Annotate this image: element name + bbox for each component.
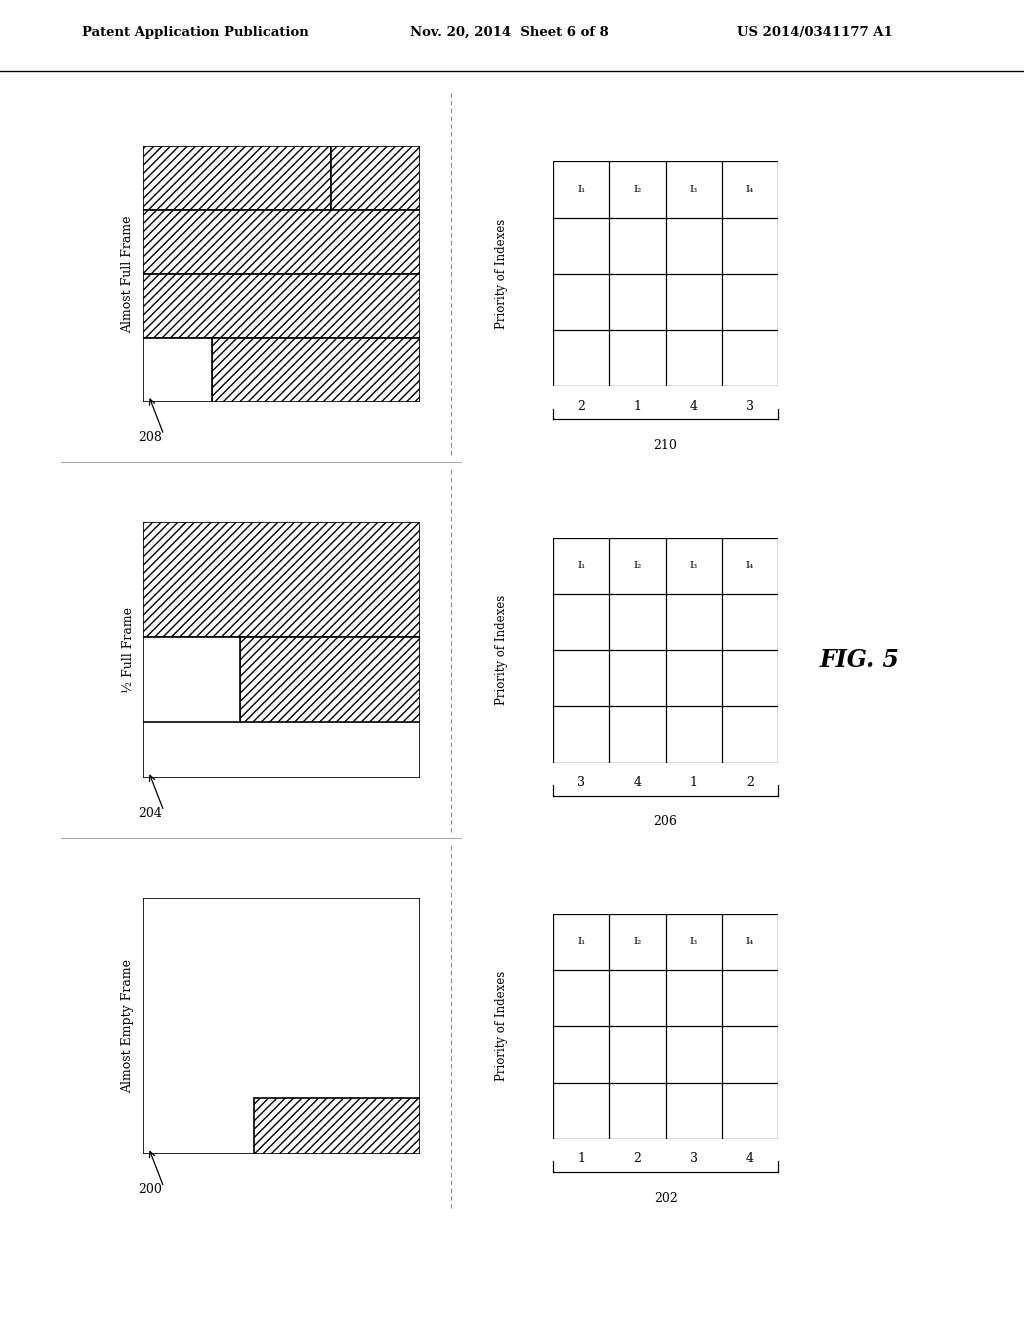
Text: I₃: I₃	[690, 937, 697, 946]
Text: 202: 202	[653, 1192, 678, 1205]
Text: I₂: I₂	[633, 561, 642, 570]
Text: Priority of Indexes: Priority of Indexes	[496, 595, 508, 705]
Bar	[143, 275, 420, 338]
Text: 3: 3	[578, 776, 585, 789]
Text: Almost Full Frame: Almost Full Frame	[122, 215, 134, 333]
Bar	[143, 338, 213, 401]
Bar	[240, 638, 420, 722]
Text: I₂: I₂	[633, 185, 642, 194]
Bar	[143, 210, 420, 275]
Text: ½ Full Frame: ½ Full Frame	[122, 607, 134, 693]
Text: I₄: I₄	[745, 185, 755, 194]
Text: 2: 2	[746, 776, 754, 789]
Text: 1: 1	[634, 400, 641, 413]
Text: Priority of Indexes: Priority of Indexes	[496, 219, 508, 329]
Text: 204: 204	[138, 807, 162, 820]
Text: 200: 200	[138, 1183, 162, 1196]
Text: 4: 4	[690, 400, 697, 413]
Text: Priority of Indexes: Priority of Indexes	[496, 972, 508, 1081]
Bar	[332, 147, 420, 210]
Text: 1: 1	[578, 1152, 585, 1166]
Bar	[254, 1098, 420, 1154]
Bar	[143, 638, 240, 722]
Text: 3: 3	[690, 1152, 697, 1166]
Text: FIG. 5: FIG. 5	[819, 648, 899, 672]
Text: 210: 210	[653, 440, 678, 453]
Text: 208: 208	[138, 430, 162, 444]
Text: I₄: I₄	[745, 937, 755, 946]
Text: Nov. 20, 2014  Sheet 6 of 8: Nov. 20, 2014 Sheet 6 of 8	[410, 26, 608, 40]
Bar	[143, 523, 420, 638]
Text: I₁: I₁	[577, 561, 586, 570]
Text: 2: 2	[634, 1152, 641, 1166]
Text: 4: 4	[746, 1152, 754, 1166]
Text: Patent Application Publication: Patent Application Publication	[82, 26, 308, 40]
Text: 206: 206	[653, 816, 678, 829]
Text: I₁: I₁	[577, 185, 586, 194]
Bar	[213, 338, 420, 401]
Text: 2: 2	[578, 400, 585, 413]
Text: 3: 3	[746, 400, 754, 413]
Text: I₄: I₄	[745, 561, 755, 570]
Bar	[143, 147, 332, 210]
Text: I₁: I₁	[577, 937, 586, 946]
Text: 4: 4	[634, 776, 641, 789]
Text: 1: 1	[690, 776, 697, 789]
Text: Almost Empty Frame: Almost Empty Frame	[122, 960, 134, 1093]
Text: I₃: I₃	[690, 561, 697, 570]
Text: I₃: I₃	[690, 185, 697, 194]
Text: I₂: I₂	[633, 937, 642, 946]
Text: US 2014/0341177 A1: US 2014/0341177 A1	[737, 26, 893, 40]
